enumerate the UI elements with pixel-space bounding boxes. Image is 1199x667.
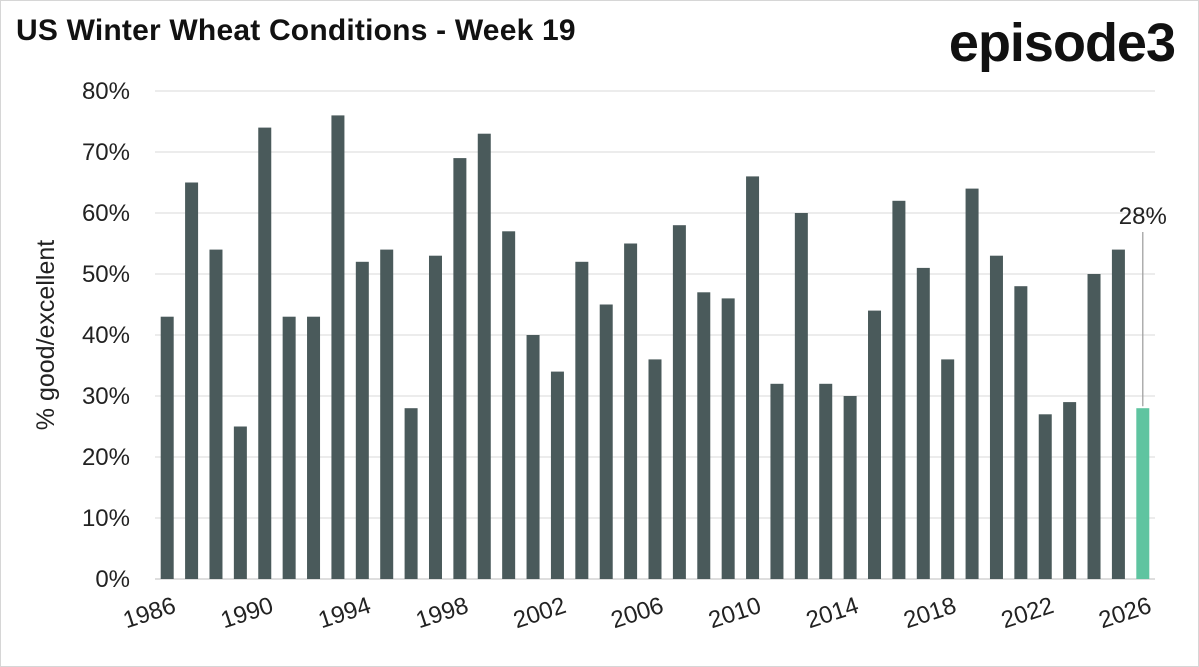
- x-tick-labels: 1986 1990 1994 1998 2002 2006 2010 2014 2018 2022…: [120, 592, 1155, 634]
- bar-2025: [1111, 249, 1125, 579]
- chart-title: US Winter Wheat Conditions - Week 19: [16, 14, 576, 47]
- bar-2012: [794, 213, 808, 579]
- bar-1994: [355, 261, 369, 579]
- x-tick-label: 1998: [413, 592, 472, 634]
- bar-2010: [746, 176, 760, 579]
- bar-1991: [282, 316, 296, 579]
- bars: [160, 115, 1150, 580]
- bar-1995: [380, 249, 394, 579]
- bar-2011: [770, 383, 784, 579]
- bar-2020: [989, 255, 1003, 579]
- bar-2026: [1136, 408, 1150, 579]
- y-tick-label: 30%: [82, 383, 130, 410]
- bar-2022: [1038, 414, 1052, 579]
- bar-1989: [233, 426, 247, 579]
- x-tick-label: 2026: [1096, 592, 1155, 634]
- annotation: 28%: [1119, 203, 1167, 407]
- bar-1997: [428, 255, 442, 579]
- x-tick-label: 2006: [608, 592, 667, 634]
- bar-1988: [209, 249, 223, 579]
- bar-1990: [258, 127, 272, 579]
- y-tick-label: 20%: [82, 444, 130, 471]
- x-tick-label: 2018: [900, 592, 959, 634]
- y-tick-label: 10%: [82, 505, 130, 532]
- x-tick-label: 2002: [510, 592, 569, 634]
- bar-2013: [819, 383, 833, 579]
- bar-2018: [941, 359, 955, 579]
- y-tick-label: 60%: [82, 200, 130, 227]
- y-axis-label: % good/excellent: [32, 240, 60, 430]
- bar-2000: [502, 231, 516, 580]
- bar-2001: [526, 335, 540, 579]
- bar-2007: [672, 225, 686, 579]
- bar-2004: [599, 304, 613, 579]
- bar-2019: [965, 188, 979, 579]
- bar-2006: [648, 359, 662, 579]
- x-tick-label: 1990: [217, 592, 276, 634]
- bar-2015: [868, 310, 882, 579]
- bar-2014: [843, 396, 857, 579]
- brand-logo: episode3: [948, 13, 1176, 73]
- bar-1987: [185, 182, 199, 579]
- y-tick-label: 50%: [82, 261, 130, 288]
- x-tick-label: 2014: [803, 592, 862, 634]
- bar-1993: [331, 115, 345, 580]
- bar-1986: [160, 316, 174, 579]
- bar-1992: [307, 316, 321, 579]
- bar-2016: [892, 200, 906, 580]
- bar-2017: [916, 267, 930, 579]
- bar-2002: [550, 371, 564, 579]
- bar-2005: [624, 243, 638, 579]
- bar-1996: [404, 408, 418, 579]
- x-tick-label: 1994: [315, 592, 374, 634]
- x-tick-label: 2010: [705, 592, 764, 634]
- y-tick-label: 80%: [82, 78, 130, 105]
- bar-2023: [1063, 402, 1077, 579]
- bar-2021: [1014, 286, 1028, 579]
- x-tick-label: 2022: [998, 592, 1057, 634]
- y-tick-label: 40%: [82, 322, 130, 349]
- bar-1999: [477, 133, 491, 579]
- bar-2008: [697, 292, 711, 579]
- x-tick-label: 1986: [120, 592, 179, 634]
- y-tick-label: 70%: [82, 139, 130, 166]
- y-tick-labels: 0% 10% 20% 30% 40% 50% 60% 70% 80%: [82, 78, 130, 593]
- bar-1998: [453, 158, 467, 579]
- data-label-2026: 28%: [1119, 203, 1167, 230]
- bar-2003: [575, 261, 589, 579]
- y-tick-label: 0%: [95, 566, 130, 593]
- bar-2024: [1087, 274, 1101, 579]
- bar-2009: [721, 298, 735, 579]
